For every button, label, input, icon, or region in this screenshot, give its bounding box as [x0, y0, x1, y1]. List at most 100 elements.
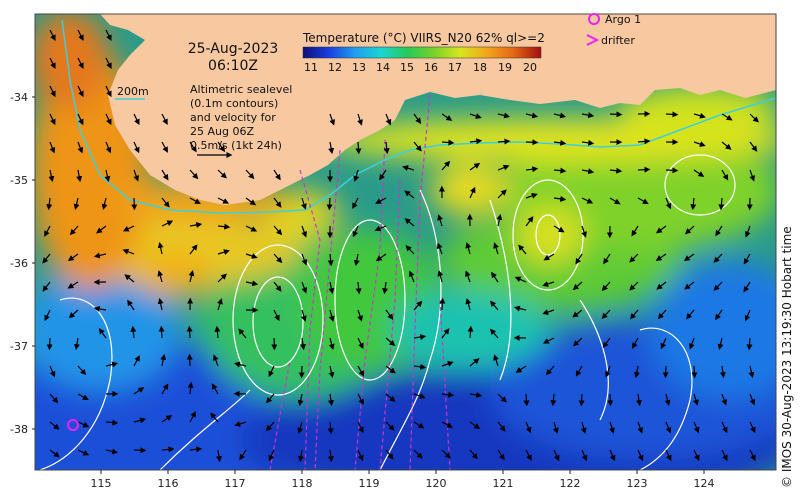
- velocity-arrow: [605, 365, 611, 378]
- velocity-arrow: [665, 421, 672, 434]
- colorbar-tick: 12: [328, 61, 342, 74]
- velocity-arrow: [491, 271, 499, 283]
- lon-label: 120: [426, 477, 447, 490]
- velocity-arrow: [352, 197, 359, 210]
- velocity-arrow: [187, 381, 194, 395]
- velocity-arrow: [441, 328, 450, 339]
- lon-label: 117: [225, 477, 246, 490]
- velocity-arrow: [629, 253, 639, 263]
- velocity-arrow: [553, 225, 565, 233]
- velocity-arrow: [685, 309, 695, 320]
- velocity-arrow: [496, 213, 503, 227]
- velocity-arrow: [327, 421, 334, 435]
- argo-float-marker[interactable]: [67, 419, 79, 431]
- velocity-arrow: [572, 337, 583, 347]
- velocity-arrow: [469, 358, 480, 367]
- velocity-arrow: [693, 393, 699, 406]
- velocity-arrow: [413, 334, 427, 341]
- velocity-arrow: [133, 387, 145, 395]
- velocity-arrow: [662, 365, 669, 379]
- velocity-arrow: [518, 244, 527, 255]
- drifter-legend-icon: [586, 34, 600, 46]
- velocity-arrow: [357, 421, 364, 434]
- velocity-arrow: [273, 169, 281, 181]
- velocity-arrow: [49, 29, 56, 42]
- velocity-arrow: [158, 325, 165, 339]
- velocity-arrow: [67, 253, 79, 262]
- velocity-arrow: [161, 220, 174, 227]
- velocity-arrow: [402, 165, 415, 172]
- velocity-arrow: [543, 253, 555, 261]
- velocity-arrow: [245, 169, 255, 180]
- isobath-legend-label: 200m: [117, 85, 149, 98]
- velocity-arrow: [629, 281, 639, 291]
- velocity-arrow: [525, 216, 534, 227]
- velocity-arrow: [439, 297, 446, 311]
- velocity-arrow: [497, 112, 511, 119]
- velocity-arrow: [49, 141, 56, 154]
- velocity-arrow: [580, 421, 587, 434]
- velocity-arrow: [497, 164, 510, 171]
- velocity-arrow: [465, 270, 471, 283]
- velocity-arrow: [357, 309, 363, 322]
- velocity-arrow: [105, 361, 119, 368]
- velocity-arrow: [497, 393, 507, 403]
- velocity-arrow: [721, 421, 728, 434]
- velocity-arrow: [553, 139, 567, 146]
- velocity-arrow: [749, 449, 756, 462]
- velocity-arrow: [77, 85, 84, 98]
- velocity-arrow: [469, 162, 481, 171]
- credit-line: © IMOS 30-Aug-2023 13:19:30 Hobart time: [780, 226, 794, 488]
- velocity-arrow: [96, 225, 107, 234]
- velocity-arrow: [441, 139, 455, 146]
- velocity-arrow: [300, 309, 307, 322]
- velocity-arrow: [553, 167, 567, 174]
- velocity-arrow: [210, 412, 219, 423]
- velocity-arrow: [405, 245, 415, 255]
- velocity-arrow: [46, 337, 53, 351]
- velocity-arrow: [49, 85, 56, 98]
- velocity-arrow: [98, 327, 107, 339]
- velocity-arrow: [161, 141, 168, 153]
- isobath-200m: [61, 19, 776, 214]
- colorbar-tick: 19: [498, 61, 512, 74]
- velocity-arrow: [67, 281, 79, 289]
- velocity-arrow: [233, 361, 247, 368]
- velocity-arrow: [328, 141, 335, 155]
- velocity-arrow: [379, 169, 387, 181]
- velocity-arrow: [684, 225, 695, 235]
- velocity-arrow: [743, 253, 751, 265]
- velocity-arrow: [49, 421, 60, 430]
- velocity-arrow: [609, 197, 621, 205]
- velocity-arrow: [239, 449, 247, 461]
- velocity-arrow: [357, 365, 365, 377]
- velocity-arrow: [721, 141, 732, 150]
- colorbar-tick: 17: [448, 61, 462, 74]
- velocity-arrow: [127, 299, 135, 311]
- velocity-arrow: [581, 139, 595, 146]
- velocity-arrow: [441, 421, 454, 428]
- velocity-arrow: [581, 197, 594, 204]
- velocity-arrow: [633, 365, 640, 379]
- velocity-arrow: [328, 365, 335, 379]
- velocity-arrow: [553, 195, 567, 202]
- velocity-arrow: [105, 29, 112, 42]
- velocity-arrow: [245, 253, 258, 259]
- velocity-arrow: [161, 383, 169, 395]
- velocity-arrow: [157, 297, 164, 311]
- velocity-arrow: [542, 281, 555, 287]
- velocity-arrow: [525, 166, 539, 173]
- velocity-arrow: [374, 225, 387, 232]
- velocity-arrow: [553, 112, 567, 119]
- velocity-arrow: [301, 197, 307, 210]
- legend: Argo 1 drifter: [586, 13, 641, 47]
- velocity-arrow: [749, 141, 758, 152]
- velocity-arrow: [385, 393, 396, 402]
- colorbar-tick: 16: [424, 61, 438, 74]
- velocity-arrow: [601, 281, 611, 292]
- velocity-arrow: [575, 365, 583, 377]
- velocity-arrow: [689, 337, 695, 350]
- velocity-arrow: [609, 167, 623, 174]
- lat-label: -38: [10, 423, 28, 436]
